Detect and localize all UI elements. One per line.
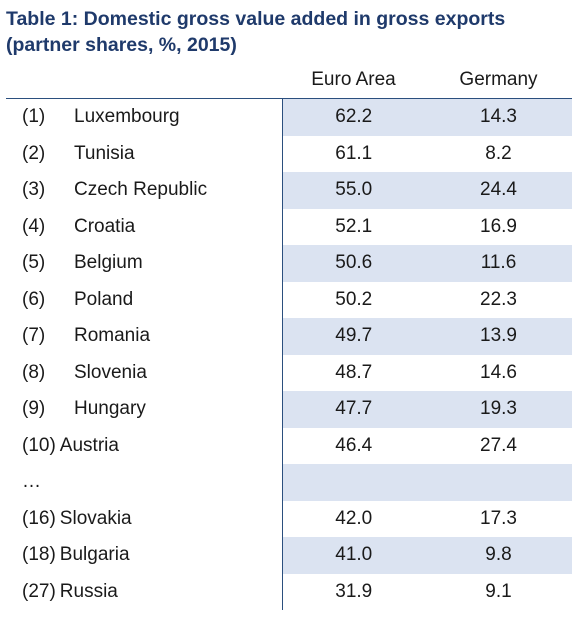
germany-value: 13.9 xyxy=(425,318,572,355)
table-row: (27) Russia 31.9 9.1 xyxy=(6,573,572,610)
row-label-cell: (8) Slovenia xyxy=(6,354,283,391)
header-germany: Germany xyxy=(425,62,572,99)
table-row: (5) Belgium 50.6 11.6 xyxy=(6,245,572,282)
row-country: Tunisia xyxy=(74,142,135,164)
table-row: (4) Croatia 52.1 16.9 xyxy=(6,208,572,245)
row-rank: (3) xyxy=(22,179,46,201)
euro-area-value: 46.4 xyxy=(335,434,373,456)
table-body: (1) Luxembourg 62.2 14.3 (2) Tunisia 61.1 8.2 (3… xyxy=(6,98,572,610)
table-row: (2) Tunisia 61.1 8.2 xyxy=(6,135,572,172)
euro-area-value: 31.9 xyxy=(335,580,373,602)
table-row: (7) Romania 49.7 13.9 xyxy=(6,318,572,355)
row-rank: (5) xyxy=(22,252,46,274)
row-label-cell: (9) Hungary xyxy=(6,391,283,428)
row-country: Slovenia xyxy=(74,361,147,383)
row-country: Russia xyxy=(59,580,118,602)
table-row: (10) Austria 46.4 27.4 xyxy=(6,427,572,464)
row-country: Bulgaria xyxy=(59,544,130,566)
euro-area-value: 61.1 xyxy=(335,142,373,164)
row-country: Czech Republic xyxy=(74,179,208,201)
row-rank: (18) xyxy=(22,544,56,566)
row-rank: (10) xyxy=(22,434,56,456)
euro-area-value: 50.2 xyxy=(335,288,373,310)
germany-value: 14.3 xyxy=(425,98,572,136)
table-row: (3) Czech Republic 55.0 24.4 xyxy=(6,172,572,209)
row-country: Hungary xyxy=(74,398,146,420)
euro-area-value: 41.0 xyxy=(282,537,425,574)
germany-value: 22.3 xyxy=(480,288,517,310)
germany-value: 17.3 xyxy=(480,507,517,529)
row-country: Belgium xyxy=(74,252,143,274)
row-country: Austria xyxy=(59,434,119,456)
row-label-cell: (2) Tunisia xyxy=(6,135,283,172)
table-row: (16) Slovakia 42.0 17.3 xyxy=(6,500,572,537)
table-row: (1) Luxembourg 62.2 14.3 xyxy=(6,98,572,136)
row-country: Slovakia xyxy=(59,507,132,529)
row-rank: (16) xyxy=(22,507,56,529)
euro-area-value: 62.2 xyxy=(282,98,425,136)
euro-area-value xyxy=(282,464,425,501)
row-rank: (27) xyxy=(22,580,56,602)
row-rank: (2) xyxy=(22,142,46,164)
row-country: Luxembourg xyxy=(74,106,180,128)
row-label-cell: (6) Poland xyxy=(6,281,283,318)
row-rank: (6) xyxy=(22,288,46,310)
row-country: Romania xyxy=(74,325,151,347)
row-label-cell: (3) Czech Republic xyxy=(6,172,283,209)
table-row: (18) Bulgaria 41.0 9.8 xyxy=(6,537,572,574)
row-rank: (9) xyxy=(22,398,46,420)
row-label-cell: (10) Austria xyxy=(6,427,283,464)
germany-value: 9.1 xyxy=(485,580,512,602)
table-row: (9) Hungary 47.7 19.3 xyxy=(6,391,572,428)
germany-value: 14.6 xyxy=(480,361,517,383)
row-label-cell: … xyxy=(6,464,283,501)
data-table: Euro Area Germany (1) Luxembourg 62.2 14.3(… xyxy=(6,62,572,610)
germany-value: 11.6 xyxy=(425,245,572,282)
table-title: Table 1: Domestic gross value added in g… xyxy=(6,8,506,56)
header-country xyxy=(6,62,282,99)
row-rank: (8) xyxy=(22,361,46,383)
euro-area-value: 55.0 xyxy=(282,172,425,209)
germany-value: 16.9 xyxy=(480,215,517,237)
header-row: Euro Area Germany xyxy=(6,62,572,99)
germany-value: 24.4 xyxy=(425,172,572,209)
table-row: (6) Poland 50.2 22.3 xyxy=(6,281,572,318)
row-label-cell: (7) Romania xyxy=(6,318,283,355)
euro-area-value: 50.6 xyxy=(282,245,425,282)
germany-value xyxy=(425,464,572,501)
germany-value: 9.8 xyxy=(425,537,572,574)
header-euro-area: Euro Area xyxy=(282,62,425,99)
table-row: … xyxy=(6,464,572,501)
row-rank: (7) xyxy=(22,325,46,347)
partner-shares-table: Euro Area Germany (1) Luxembourg 62.2 14.3(… xyxy=(6,62,572,610)
row-label-cell: (27) Russia xyxy=(6,573,283,610)
row-country: … xyxy=(22,471,41,493)
row-label-cell: (5) Belgium xyxy=(6,245,283,282)
germany-value: 8.2 xyxy=(485,142,512,164)
euro-area-value: 48.7 xyxy=(335,361,373,383)
row-rank: (4) xyxy=(22,215,46,237)
row-label-cell: (16) Slovakia xyxy=(6,500,283,537)
euro-area-value: 49.7 xyxy=(282,318,425,355)
row-label-cell: (4) Croatia xyxy=(6,208,283,245)
germany-value: 19.3 xyxy=(425,391,572,428)
euro-area-value: 47.7 xyxy=(282,391,425,428)
row-country: Poland xyxy=(74,288,134,310)
row-rank: (1) xyxy=(22,106,46,128)
row-label-cell: (18) Bulgaria xyxy=(6,537,283,574)
germany-value: 27.4 xyxy=(480,434,517,456)
euro-area-value: 42.0 xyxy=(335,507,373,529)
table-row: (8) Slovenia 48.7 14.6 xyxy=(6,354,572,391)
row-label-cell: (1) Luxembourg xyxy=(6,98,283,136)
euro-area-value: 52.1 xyxy=(335,215,373,237)
row-country: Croatia xyxy=(74,215,136,237)
